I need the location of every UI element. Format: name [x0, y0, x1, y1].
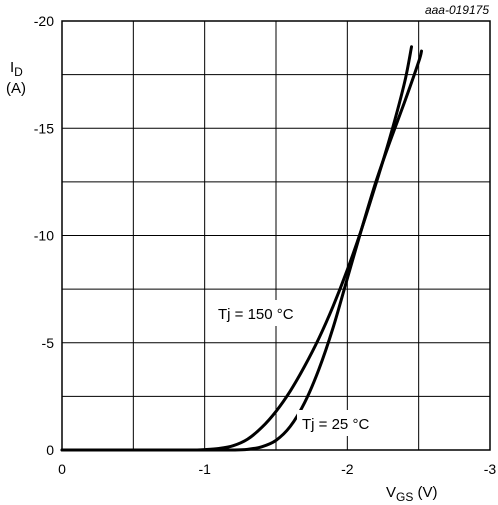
series-line-150c	[60, 45, 414, 452]
x-axis-title-main: V	[386, 484, 396, 501]
y-axis-title: ID	[10, 59, 23, 79]
x-tick-label: -1	[198, 461, 211, 477]
y-tick-labels: 0 -5 -10 -15 -20	[34, 13, 54, 458]
grid-lines	[62, 21, 490, 450]
label-backdrop-25c	[297, 410, 387, 436]
x-axis-title: VGS (V)	[386, 484, 438, 504]
y-tick-label: 0	[46, 442, 54, 458]
label-backdrop-150c	[214, 300, 309, 326]
x-tick-label: 0	[58, 461, 66, 477]
y-tick-label: -10	[34, 228, 54, 244]
x-axis-title-unit: (V)	[413, 484, 437, 501]
y-tick-label: -15	[34, 120, 54, 136]
y-axis-title-subscript: D	[14, 65, 23, 79]
chart-reference-code: aaa-019175	[425, 3, 489, 17]
y-tick-label: -5	[42, 335, 55, 351]
x-tick-labels: 0 -1 -2 -3	[58, 461, 496, 477]
curve-label-150c: Tj = 150 °C	[218, 306, 294, 323]
curves	[60, 45, 424, 452]
x-tick-label: -3	[484, 461, 497, 477]
series-line-25c	[60, 49, 424, 452]
x-tick-label: -2	[341, 461, 354, 477]
y-axis-title-main: I	[10, 59, 14, 76]
y-axis-unit: (A)	[6, 80, 26, 97]
y-tick-label: -20	[34, 13, 54, 29]
plot-frame	[61, 20, 491, 451]
curve-label-25c: Tj = 25 °C	[302, 416, 369, 433]
x-axis-title-subscript: GS	[396, 490, 413, 504]
